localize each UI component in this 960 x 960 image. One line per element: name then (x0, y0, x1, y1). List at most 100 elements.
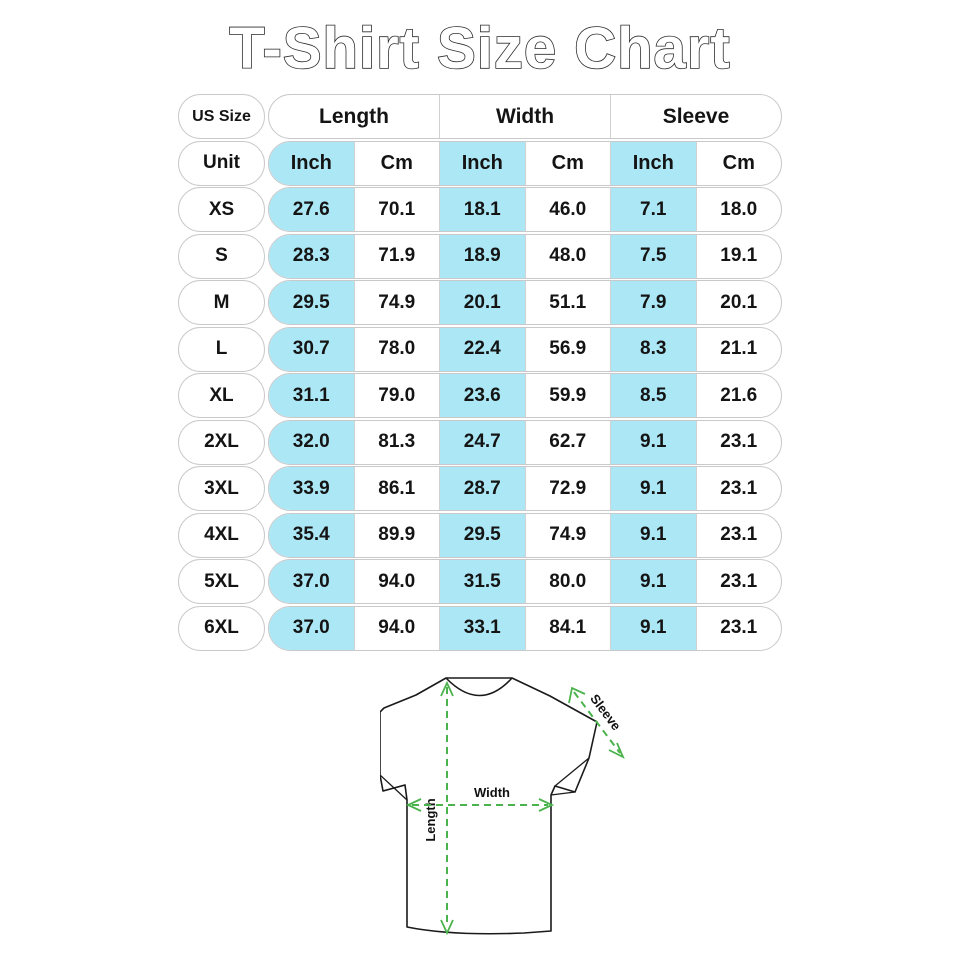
row-values-block: 37.0 94.0 31.5 80.0 9.1 23.1 (268, 559, 782, 604)
header-sleeve-inch: Inch (611, 141, 697, 185)
size-cell: 5XL (178, 559, 265, 604)
cell-length-cm: 94.0 (355, 560, 440, 603)
cell-sleeve-inch: 9.1 (611, 513, 697, 557)
header-width-cm: Cm (526, 141, 611, 185)
cell-sleeve-cm: 21.6 (720, 384, 758, 406)
cell-sleeve-cm: 19.1 (720, 245, 758, 266)
size-cell: 6XL (178, 605, 265, 651)
cell-width-inch: 33.1 (440, 606, 526, 650)
sleeve-arrowheads (568, 686, 625, 759)
cell-sleeve-inch: 7.5 (611, 234, 697, 278)
cell-width-inch: 18.1 (440, 188, 526, 231)
cell-width-inch: 23.6 (440, 374, 526, 417)
cell-sleeve-inch: 9.1 (611, 420, 697, 464)
header-width-inch: Inch (440, 141, 526, 185)
cell-width-inch: 28.7 (440, 467, 526, 510)
cell-width-cm: 51.1 (526, 281, 611, 324)
table-body: XS 27.6 70.1 18.1 46.0 7.1 18.0 S 28.3 71.9 18.9 48… (178, 187, 782, 652)
row-values-block: 30.7 78.0 22.4 56.9 8.3 21.1 (268, 326, 782, 372)
table-row: 6XL 37.0 94.0 33.1 84.1 9.1 23.1 (178, 605, 782, 653)
cell-width-inch: 24.7 (440, 420, 526, 464)
header-group-sleeve: Sleeve (662, 104, 730, 128)
cell-length-inch: 28.3 (269, 234, 355, 278)
length-label: Length (423, 798, 438, 841)
size-cell: L (178, 326, 265, 372)
cell-width-cm: 74.9 (526, 513, 611, 557)
cell-length-cm: 86.1 (355, 467, 440, 510)
cell-length-cm: 74.9 (355, 281, 440, 324)
table-row: L 30.7 78.0 22.4 56.9 8.3 21.1 (178, 326, 782, 374)
cell-sleeve-cm: 23.1 (720, 431, 758, 452)
cell-width-cm: 80.0 (526, 560, 611, 603)
cell-sleeve-cm: 23.1 (720, 524, 758, 545)
cell-length-inch: 32.0 (269, 420, 355, 464)
table-row: 2XL 32.0 81.3 24.7 62.7 9.1 23.1 (178, 419, 782, 467)
table-row: 4XL 35.4 89.9 29.5 74.9 9.1 23.1 (178, 512, 782, 560)
length-arrowheads (440, 680, 454, 936)
cell-width-cm: 59.9 (526, 374, 611, 417)
size-cell: 3XL (178, 466, 265, 511)
cell-length-cm: 79.0 (355, 374, 440, 417)
table-row: 3XL 33.9 86.1 28.7 72.9 9.1 23.1 (178, 466, 782, 513)
table-header-row-units: Unit Inch Cm Inch Cm Inch Cm (178, 140, 782, 188)
header-length-cm: Cm (355, 141, 440, 185)
cell-width-cm: 84.1 (526, 606, 611, 650)
row-values-block: 35.4 89.9 29.5 74.9 9.1 23.1 (268, 512, 782, 558)
cell-length-cm: 94.0 (355, 606, 440, 650)
cell-width-cm: 48.0 (526, 234, 611, 278)
cell-width-cm: 72.9 (526, 467, 611, 510)
table-header-row-groups: US Size Length Width Sleeve (178, 94, 782, 141)
cell-width-cm: 62.7 (526, 420, 611, 464)
cell-sleeve-cm: 23.1 (720, 477, 758, 499)
cell-sleeve-cm: 18.0 (720, 198, 758, 220)
cell-sleeve-inch: 9.1 (611, 560, 697, 603)
cell-sleeve-inch: 8.5 (611, 374, 697, 417)
header-us-size: US Size (178, 94, 265, 139)
cell-sleeve-inch: 7.1 (611, 188, 697, 231)
header-units-block: Inch Cm Inch Cm Inch Cm (268, 140, 782, 186)
size-cell: XL (178, 373, 265, 418)
size-chart-table: US Size Length Width Sleeve Unit Inch Cm… (178, 94, 782, 652)
row-values-block: 28.3 71.9 18.9 48.0 7.5 19.1 (268, 233, 782, 279)
header-groups-block: Length Width Sleeve (268, 94, 782, 139)
cell-sleeve-cm: 23.1 (720, 617, 758, 638)
cell-width-cm: 56.9 (526, 327, 611, 371)
cell-length-inch: 35.4 (269, 513, 355, 557)
cell-sleeve-cm: 20.1 (720, 291, 758, 313)
cell-length-inch: 37.0 (269, 606, 355, 650)
size-cell: XS (178, 187, 265, 232)
table-row: XL 31.1 79.0 23.6 59.9 8.5 21.6 (178, 373, 782, 420)
width-label: Width (474, 785, 510, 800)
cell-sleeve-inch: 8.3 (611, 327, 697, 371)
header-unit: Unit (178, 140, 265, 186)
cell-length-cm: 81.3 (355, 420, 440, 464)
cell-length-cm: 71.9 (355, 234, 440, 278)
table-row: M 29.5 74.9 20.1 51.1 7.9 20.1 (178, 280, 782, 327)
header-group-length: Length (269, 95, 440, 138)
cell-length-inch: 27.6 (269, 188, 355, 231)
row-values-block: 37.0 94.0 33.1 84.1 9.1 23.1 (268, 605, 782, 651)
page-title: T-Shirt Size Chart (228, 15, 731, 82)
cell-sleeve-cm: 23.1 (720, 570, 758, 592)
row-values-block: 31.1 79.0 23.6 59.9 8.5 21.6 (268, 373, 782, 418)
cell-width-inch: 20.1 (440, 281, 526, 324)
cell-width-inch: 31.5 (440, 560, 526, 603)
table-row: XS 27.6 70.1 18.1 46.0 7.1 18.0 (178, 187, 782, 234)
header-length-inch: Inch (269, 141, 355, 185)
cell-sleeve-inch: 7.9 (611, 281, 697, 324)
cell-length-cm: 89.9 (355, 513, 440, 557)
cell-length-cm: 78.0 (355, 327, 440, 371)
size-cell: M (178, 280, 265, 325)
header-group-width: Width (440, 95, 611, 138)
cell-length-inch: 33.9 (269, 467, 355, 510)
table-row: S 28.3 71.9 18.9 48.0 7.5 19.1 (178, 233, 782, 281)
cell-sleeve-cm: 21.1 (720, 338, 758, 359)
sleeve-measure-arrow (573, 691, 621, 754)
cell-width-inch: 22.4 (440, 327, 526, 371)
cell-length-cm: 70.1 (355, 188, 440, 231)
row-values-block: 27.6 70.1 18.1 46.0 7.1 18.0 (268, 187, 782, 232)
cell-width-inch: 29.5 (440, 513, 526, 557)
size-cell: 2XL (178, 419, 265, 465)
size-cell: 4XL (178, 512, 265, 558)
width-arrowheads (405, 798, 555, 812)
